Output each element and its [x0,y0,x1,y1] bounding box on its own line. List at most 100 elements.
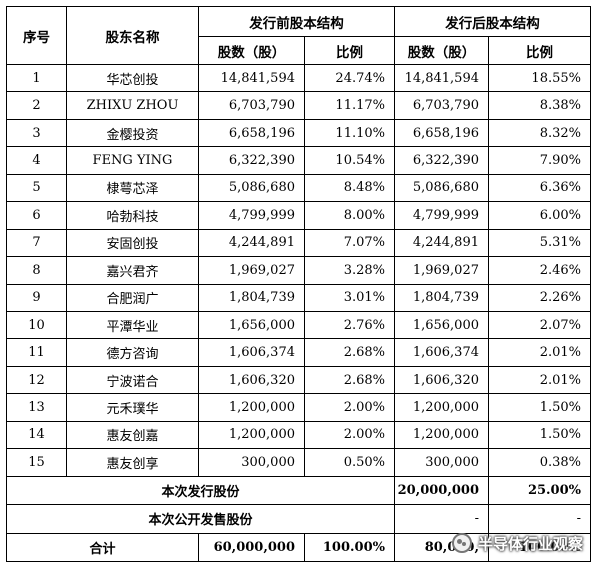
row-pre-ratio: 2.00% [304,393,395,422]
row-pre-shares: 1,656,000 [198,310,305,340]
table-row: 9 合肥润广 1,804,739 3.01% 1,804,739 2.26% [6,283,591,312]
public-sale-post-shares: - [394,504,489,534]
row-pre-shares: 5,086,680 [198,173,305,203]
row-pre-shares: 4,244,891 [198,228,305,258]
row-post-shares: 4,244,891 [394,228,489,258]
row-post-shares: 1,656,000 [394,310,489,340]
row-post-ratio: 2.26% [488,283,591,312]
row-pre-ratio: 24.74% [304,63,395,93]
row-name: 平潭华业 [66,310,199,340]
header-name: 股东名称 [66,6,199,65]
header-post-shares: 股数（股） [394,36,489,65]
row-post-shares: 6,703,790 [394,91,489,120]
header-post-group: 发行后股本结构 [394,6,591,37]
row-pre-shares: 1,200,000 [198,393,305,422]
row-post-ratio: 6.00% [488,201,591,230]
row-post-shares: 1,200,000 [394,393,489,422]
public-sale-row: 本次公开发售股份 - - [6,504,591,534]
header-pre-group: 发行前股本结构 [198,6,395,37]
row-pre-shares: 6,658,196 [198,118,305,148]
row-seq: 15 [6,448,67,477]
total-row: 合计 60,000,000 100.00% 80,000, 100.00% [6,532,591,563]
row-pre-ratio: 7.07% [304,228,395,258]
table-row: 8 嘉兴君齐 1,969,027 3.28% 1,969,027 2.46% [6,256,591,285]
total-pre-ratio: 100.00% [304,532,395,563]
row-post-ratio: 1.50% [488,420,591,450]
row-name: 嘉兴君齐 [66,256,199,285]
row-post-shares: 6,322,390 [394,146,489,175]
row-post-shares: 5,086,680 [394,173,489,203]
row-post-ratio: 2.01% [488,338,591,367]
row-pre-shares: 1,200,000 [198,420,305,450]
row-post-ratio: 5.31% [488,228,591,258]
table-row: 6 哈勃科技 4,799,999 8.00% 4,799,999 6.00% [6,201,591,230]
table-body: 1 华芯创投 14,841,594 24.74% 14,841,594 18.55% 2 ZH… [6,63,591,477]
table-row: 2 ZHIXU ZHOU 6,703,790 11.17% 6,703,790 8.38% [6,91,591,120]
row-pre-ratio: 10.54% [304,146,395,175]
row-pre-shares: 6,322,390 [198,146,305,175]
row-post-ratio: 18.55% [488,63,591,93]
row-pre-ratio: 0.50% [304,448,395,477]
row-name: 元禾璞华 [66,393,199,422]
row-seq: 5 [6,173,67,203]
header-seq: 序号 [6,6,67,65]
row-pre-ratio: 3.01% [304,283,395,312]
row-post-ratio: 0.38% [488,448,591,477]
row-seq: 7 [6,228,67,258]
row-name: 德方咨询 [66,338,199,367]
row-name: 宁波诺合 [66,365,199,395]
public-sale-post-ratio: - [488,504,591,534]
table-row: 13 元禾璞华 1,200,000 2.00% 1,200,000 1.50% [6,393,591,422]
header-post-ratio: 比例 [488,36,591,65]
row-post-shares: 1,969,027 [394,256,489,285]
row-post-ratio: 2.07% [488,310,591,340]
total-post-ratio: 100.00% [488,532,591,563]
table-row: 14 惠友创嘉 1,200,000 2.00% 1,200,000 1.50% [6,420,591,450]
table-row: 15 惠友创享 300,000 0.50% 300,000 0.38% [6,448,591,477]
row-post-shares: 1,200,000 [394,420,489,450]
row-name: 惠友创享 [66,448,199,477]
row-pre-ratio: 2.68% [304,338,395,367]
row-seq: 13 [6,393,67,422]
header-pre-shares: 股数（股） [198,36,305,65]
table-row: 4 FENG YING 6,322,390 10.54% 6,322,390 7.90% [6,146,591,175]
row-pre-shares: 1,804,739 [198,283,305,312]
row-name: 棣萼芯泽 [66,173,199,203]
row-post-shares: 1,606,374 [394,338,489,367]
row-seq: 11 [6,338,67,367]
row-seq: 10 [6,310,67,340]
wechat-icon [452,533,472,553]
row-name: FENG YING [66,146,199,175]
public-sale-label: 本次公开发售股份 [6,504,395,534]
row-post-ratio: 1.50% [488,393,591,422]
table-row: 12 宁波诺合 1,606,320 2.68% 1,606,320 2.01% [6,365,591,395]
row-pre-ratio: 8.48% [304,173,395,203]
row-seq: 1 [6,63,67,93]
row-post-shares: 300,000 [394,448,489,477]
row-name: ZHIXU ZHOU [66,91,199,120]
issuance-post-shares: 20,000,000 [394,475,489,506]
row-pre-ratio: 8.00% [304,201,395,230]
row-seq: 12 [6,365,67,395]
row-pre-shares: 1,606,320 [198,365,305,395]
row-name: 金樱投资 [66,118,199,148]
row-pre-ratio: 2.76% [304,310,395,340]
table-row: 3 金樱投资 6,658,196 11.10% 6,658,196 8.32% [6,118,591,148]
total-label: 合计 [6,532,199,563]
row-post-ratio: 2.01% [488,365,591,395]
row-post-ratio: 7.90% [488,146,591,175]
row-post-shares: 1,804,739 [394,283,489,312]
row-pre-ratio: 11.17% [304,91,395,120]
issuance-row: 本次发行股份 20,000,000 25.00% [6,475,591,506]
header-pre-ratio: 比例 [304,36,395,65]
row-seq: 9 [6,283,67,312]
row-pre-shares: 1,606,374 [198,338,305,367]
row-pre-shares: 6,703,790 [198,91,305,120]
row-seq: 14 [6,420,67,450]
total-pre-shares: 60,000,000 [198,532,305,563]
row-seq: 2 [6,91,67,120]
table-row: 1 华芯创投 14,841,594 24.74% 14,841,594 18.55% [6,63,591,93]
row-post-shares: 14,841,594 [394,63,489,93]
row-name: 惠友创嘉 [66,420,199,450]
table-row: 10 平潭华业 1,656,000 2.76% 1,656,000 2.07% [6,310,591,340]
